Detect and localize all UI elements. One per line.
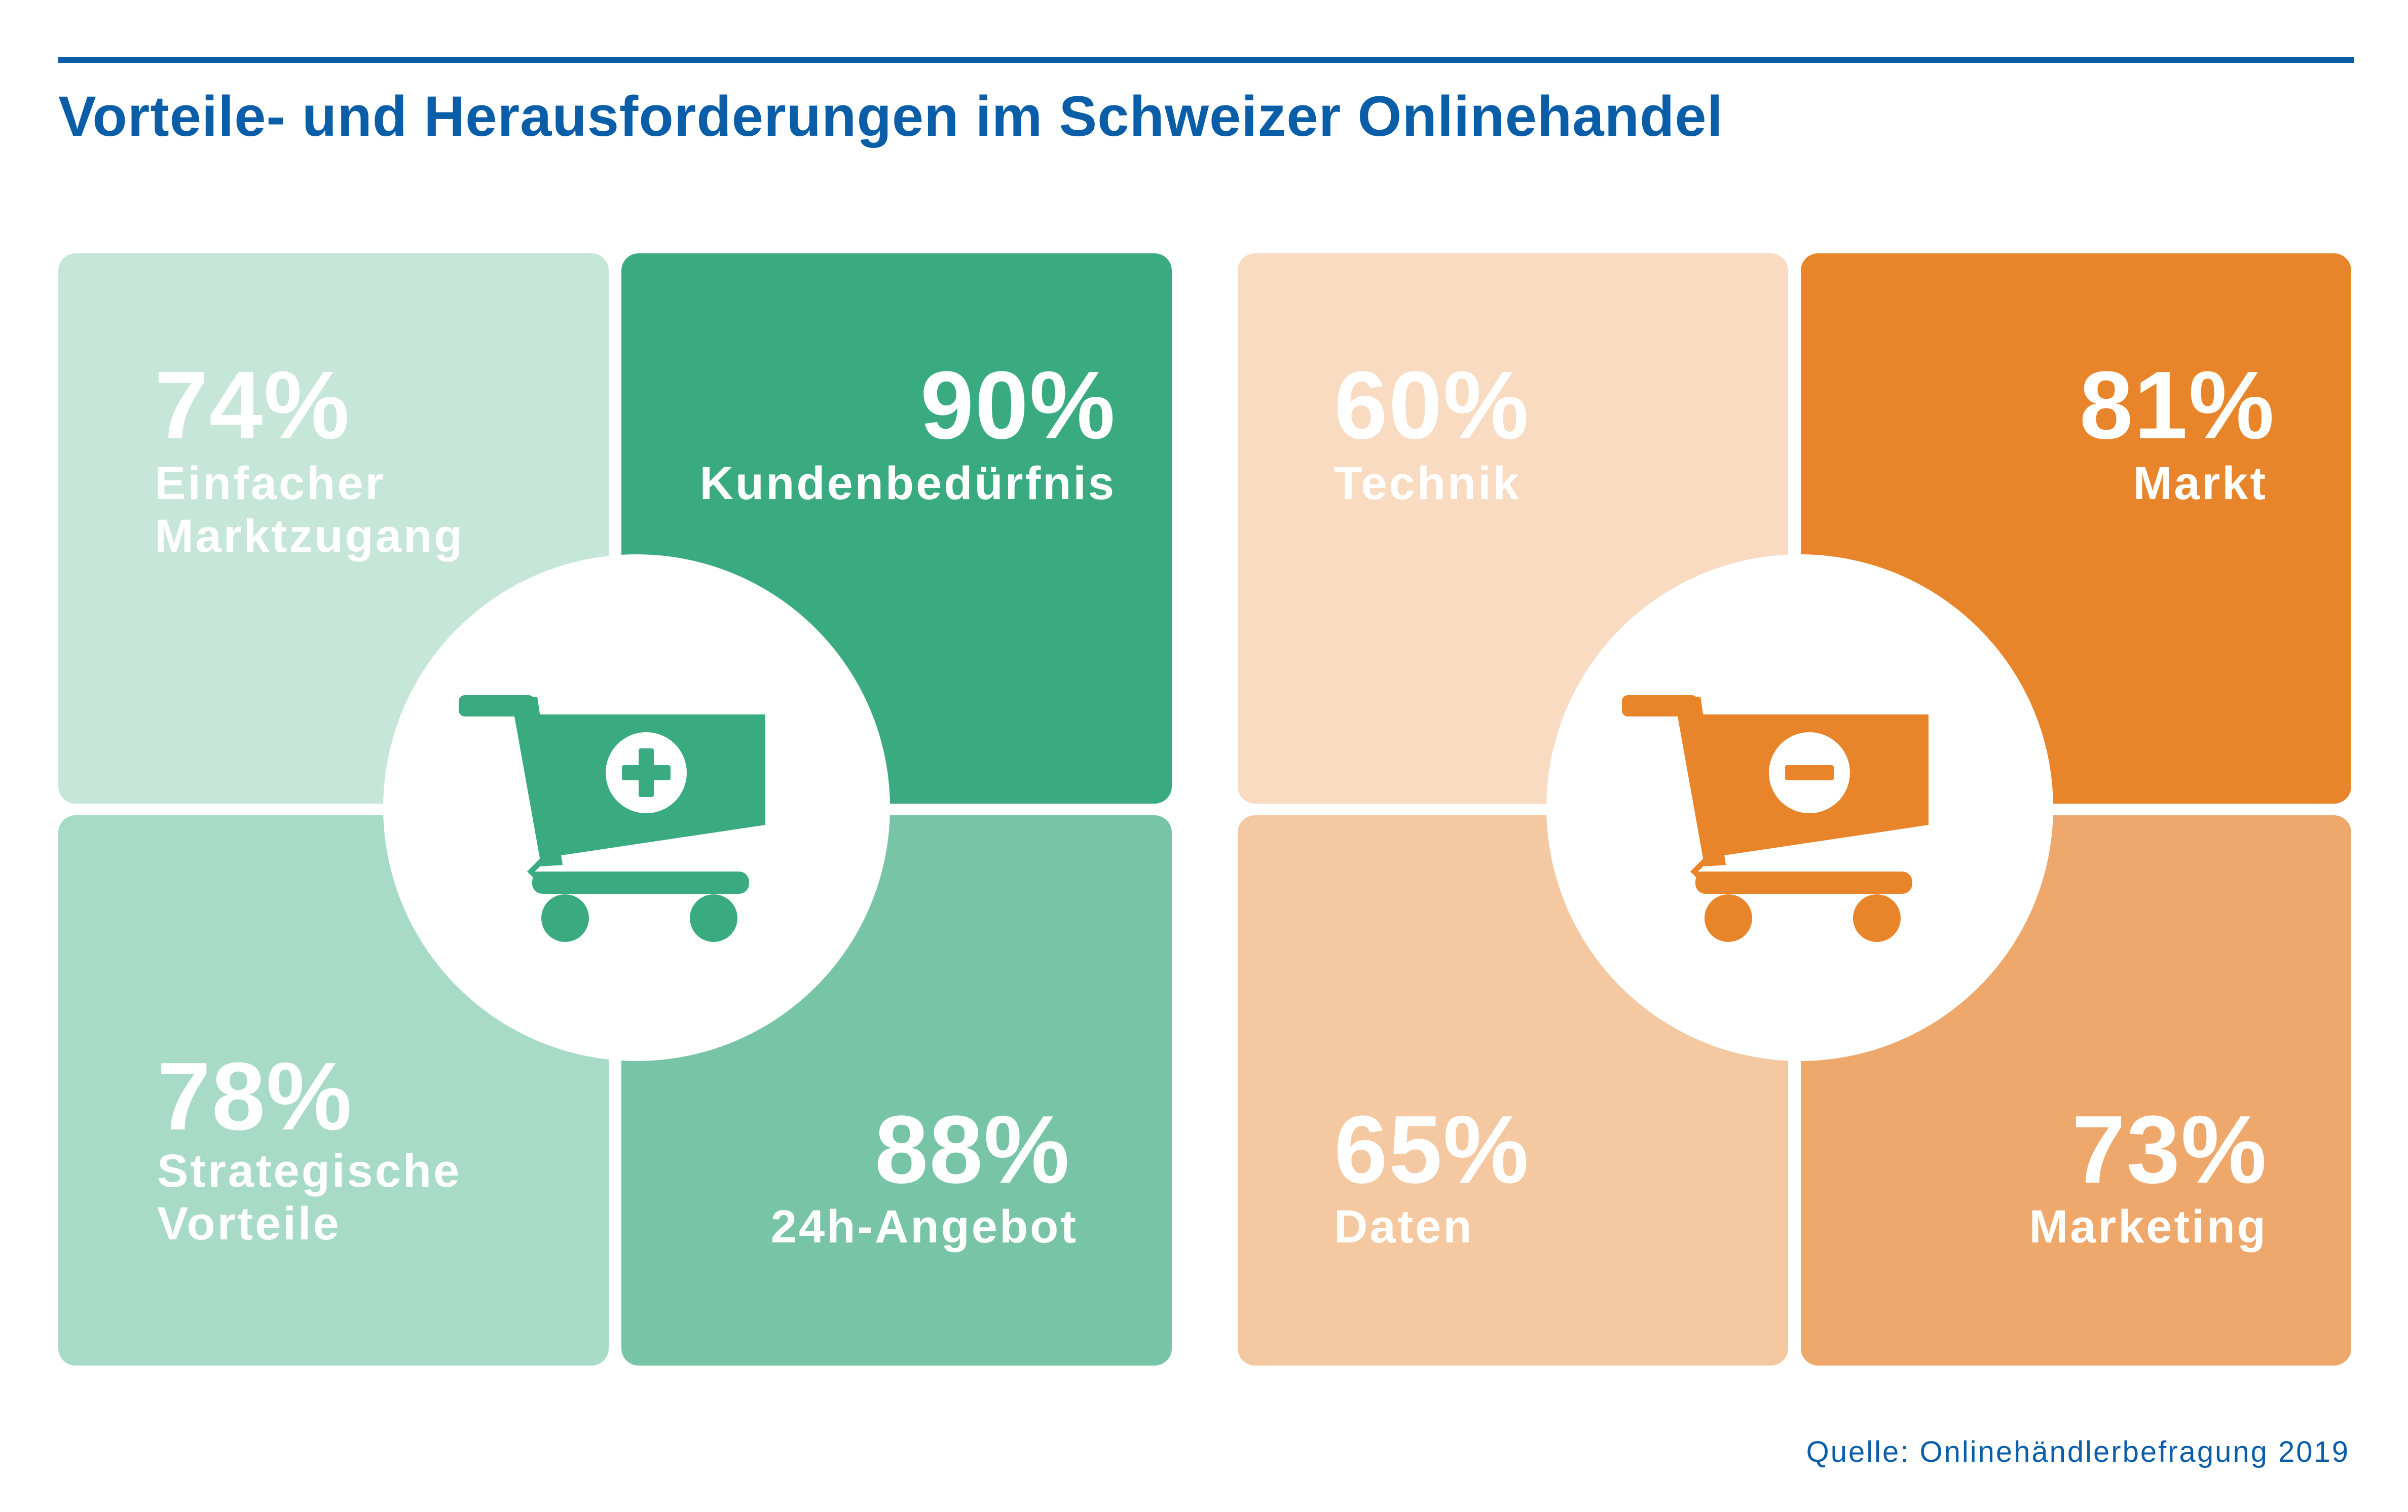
category-label: Daten xyxy=(1334,1201,1474,1253)
value-label: 88% xyxy=(874,1096,1070,1203)
value-label: 81% xyxy=(2079,352,2275,459)
value-label: 65% xyxy=(1334,1096,1530,1203)
category-label: Strategische Vorteile xyxy=(157,1145,462,1250)
tile-einfacher-marktzugang: 74% Einfacher Marktzugang xyxy=(58,253,609,804)
value-label: 60% xyxy=(1334,352,1530,459)
category-label: Markt xyxy=(2133,458,2268,509)
chart-title: Vorteile- und Herausforderungen im Schwe… xyxy=(58,85,1723,148)
category-label: 24h-Angebot xyxy=(770,1201,1078,1253)
category-label: Marketing xyxy=(2029,1201,2268,1253)
category-label: Kundenbedürfnis xyxy=(699,458,1116,509)
value-label: 73% xyxy=(2071,1096,2268,1203)
value-label: 74% xyxy=(155,352,351,459)
value-label: 90% xyxy=(920,352,1116,459)
title-rule xyxy=(58,57,2354,63)
cart-plus-icon xyxy=(459,695,765,942)
category-label: Technik xyxy=(1334,458,1521,509)
value-label: 78% xyxy=(157,1043,353,1150)
category-label: Einfacher Marktzugang xyxy=(155,458,465,562)
cart-minus-icon xyxy=(1622,695,1929,942)
source-note: Quelle: Onlinehändlerbefragung 2019 xyxy=(1806,1435,2350,1468)
